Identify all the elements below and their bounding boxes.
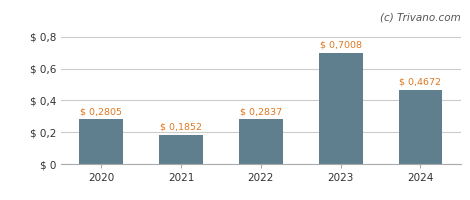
Text: (c) Trivano.com: (c) Trivano.com [380,13,461,23]
Bar [159,135,203,164]
Text: $ 0,1852: $ 0,1852 [160,123,202,132]
Bar [319,53,363,164]
Text: $ 0,2805: $ 0,2805 [80,108,122,117]
Text: $ 0,2837: $ 0,2837 [240,107,282,116]
Bar [79,119,123,164]
Text: $ 0,4672: $ 0,4672 [400,78,441,87]
Bar [239,119,283,164]
Bar [399,90,442,164]
Text: $ 0,7008: $ 0,7008 [320,41,362,50]
